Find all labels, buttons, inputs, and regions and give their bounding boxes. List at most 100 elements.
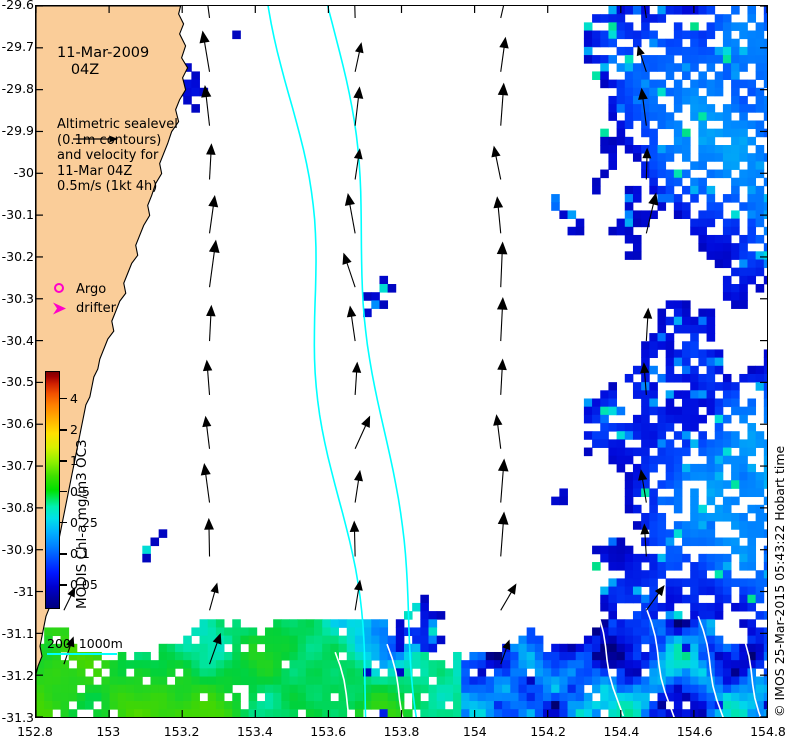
credit-holder: © IMOS 25-Mar-2015 05:43:22 Hobart time xyxy=(772,445,790,717)
x-tick-label: 154.2 xyxy=(530,724,566,739)
annotation-block: 11-Mar-2009 04Z Altimetric sealevel (0.1… xyxy=(57,14,178,226)
y-tick-label: -30.2 xyxy=(1,248,34,264)
y-tick-label: -30.5 xyxy=(1,374,34,390)
bathymetry-key-line xyxy=(47,653,117,655)
colorbar-tick-label: 0.5 xyxy=(70,483,90,499)
velocity-arrow xyxy=(209,632,222,665)
velocity-arrow xyxy=(352,361,362,395)
sealevel-contours xyxy=(334,604,762,717)
x-tick-label: 153.6 xyxy=(310,724,347,739)
velocity-arrow xyxy=(354,469,363,503)
velocity-arrow xyxy=(354,415,371,449)
sealevel-contour xyxy=(739,627,762,717)
velocity-arrow xyxy=(491,145,502,180)
colorbar-tick-label: 0.1 xyxy=(70,546,90,562)
velocity-arrow xyxy=(349,520,360,557)
velocity-arrow xyxy=(202,359,213,395)
velocity-arrow xyxy=(202,415,212,449)
x-tick-label: 153.4 xyxy=(236,724,273,739)
x-tick-label: 154.4 xyxy=(603,724,640,739)
legend-label-argo: Argo xyxy=(76,282,107,297)
y-tick-label: -31.2 xyxy=(1,668,34,684)
velocity-arrow xyxy=(201,85,212,126)
velocity-arrow xyxy=(645,585,665,611)
velocity-reference-arrow xyxy=(73,135,118,143)
colorbar-tick-mark xyxy=(60,584,67,586)
velocity-arrow xyxy=(200,462,211,503)
sealevel-contour xyxy=(386,643,404,717)
velocity-arrow xyxy=(208,239,220,288)
velocity-arrow xyxy=(500,6,505,19)
x-tick-label: 153.2 xyxy=(163,724,200,739)
velocity-arrow xyxy=(644,6,647,19)
map-canvas xyxy=(36,6,767,717)
velocity-arrow xyxy=(63,587,76,611)
y-tick-label: -30.6 xyxy=(1,416,34,432)
colorbar-tick-mark xyxy=(60,521,67,524)
y-tick-label: -30.1 xyxy=(1,206,34,222)
velocity-arrow xyxy=(497,458,509,503)
y-tick-label: -30.9 xyxy=(1,542,34,558)
colorbar-title: MODIS Chl-a mg/m3 OC3 xyxy=(74,439,90,609)
colorbar: 4 2 1 0.5 0.25 0.1 0.05 xyxy=(45,371,98,609)
x-tick-label: 153.8 xyxy=(383,724,420,739)
y-tick-label: -31 xyxy=(13,584,34,600)
figure-description: Altimetric sealevel (0.1m contours) and … xyxy=(57,117,178,194)
axis-tick-marks xyxy=(36,6,767,717)
velocity-arrow xyxy=(206,304,216,342)
velocity-arrow xyxy=(353,86,364,126)
bathymetry-key-labels: 200 1000m xyxy=(47,636,123,651)
y-tick-label: -30.4 xyxy=(1,332,34,348)
velocity-arrow xyxy=(354,42,364,72)
velocity-arrow xyxy=(344,193,356,234)
x-tick-label: 153 xyxy=(96,724,121,739)
y-tick-label: -30.7 xyxy=(1,458,34,474)
map-plot-area[interactable] xyxy=(35,5,768,718)
x-tick-label: 154 xyxy=(462,724,487,739)
y-tick-label: -30.3 xyxy=(1,290,34,306)
y-tick-label: -31.3 xyxy=(1,710,34,725)
colorbar-tick-label: 1 xyxy=(70,453,78,468)
argo-circle-icon xyxy=(52,280,74,299)
colorbar-tick-mark xyxy=(60,490,67,493)
sealevel-contour xyxy=(697,616,724,717)
credit-text: © IMOS 25-Mar-2015 05:43:22 Hobart time xyxy=(772,445,787,717)
velocity-arrow xyxy=(645,192,659,234)
velocity-arrow xyxy=(346,305,357,342)
legend-item-drifter: drifter xyxy=(52,299,116,318)
velocity-arrow xyxy=(207,6,211,19)
sealevel-contour xyxy=(593,604,625,717)
x-tick-label: 154.8 xyxy=(750,724,786,739)
x-axis-labels: 152.8 153 153.2 153.4 153.6 153.8 154 154.2 154.… xyxy=(17,724,786,744)
velocity-arrow xyxy=(636,45,647,72)
velocity-arrow xyxy=(208,582,219,611)
bathymetry-key: 200 1000m xyxy=(47,636,123,655)
velocity-arrow xyxy=(640,523,650,557)
velocity-arrow xyxy=(204,517,214,557)
velocity-arrow xyxy=(496,296,508,342)
velocity-arrow xyxy=(208,195,219,234)
velocity-arrow xyxy=(493,196,504,234)
legend-label-drifter: drifter xyxy=(76,301,116,316)
bathymetry-contours xyxy=(267,6,418,717)
colorbar-tick-mark xyxy=(60,460,67,462)
bathymetry-contour xyxy=(326,6,418,717)
colorbar-tick-label: 0.05 xyxy=(70,577,98,592)
velocity-arrow xyxy=(496,241,508,288)
y-tick-label: -29.7 xyxy=(1,38,34,54)
velocity-vectors xyxy=(63,6,665,665)
x-tick-label: 154.6 xyxy=(676,724,713,739)
colorbar-title-holder: MODIS Chl-a mg/m3 OC3 xyxy=(74,371,94,609)
sealevel-contour xyxy=(645,608,675,717)
bathymetry-contour xyxy=(267,6,367,717)
y-tick-label: -31.1 xyxy=(1,626,34,642)
legend-item-argo: Argo xyxy=(52,280,116,299)
colorbar-tick-mark xyxy=(60,429,67,431)
velocity-arrow xyxy=(497,358,507,395)
marker-legend: Argo drifter xyxy=(52,280,116,318)
drifter-arrow-icon xyxy=(52,299,74,318)
chlorophyll-raster xyxy=(36,6,767,717)
y-tick-label: -30 xyxy=(13,164,34,180)
velocity-arrow xyxy=(493,414,503,449)
